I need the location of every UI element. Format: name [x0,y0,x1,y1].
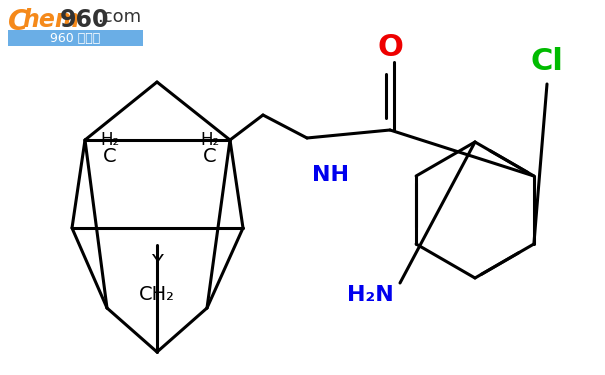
Text: O: O [377,33,403,63]
Text: .com: .com [97,8,141,26]
Text: hem: hem [22,8,79,32]
Text: 960 化工网: 960 化工网 [50,32,100,45]
Text: NH: NH [312,165,348,185]
Bar [8,30,143,46]
Text: C: C [203,147,217,166]
Text: Cl: Cl [531,48,563,76]
Text: H₂: H₂ [100,131,120,149]
Text: H₂: H₂ [200,131,220,149]
Text: H₂N: H₂N [347,285,393,305]
Text: 960: 960 [60,8,110,32]
Text: C: C [103,147,117,166]
Text: Y: Y [151,252,163,272]
Text: CH₂: CH₂ [139,285,175,304]
Text: C: C [8,8,28,36]
